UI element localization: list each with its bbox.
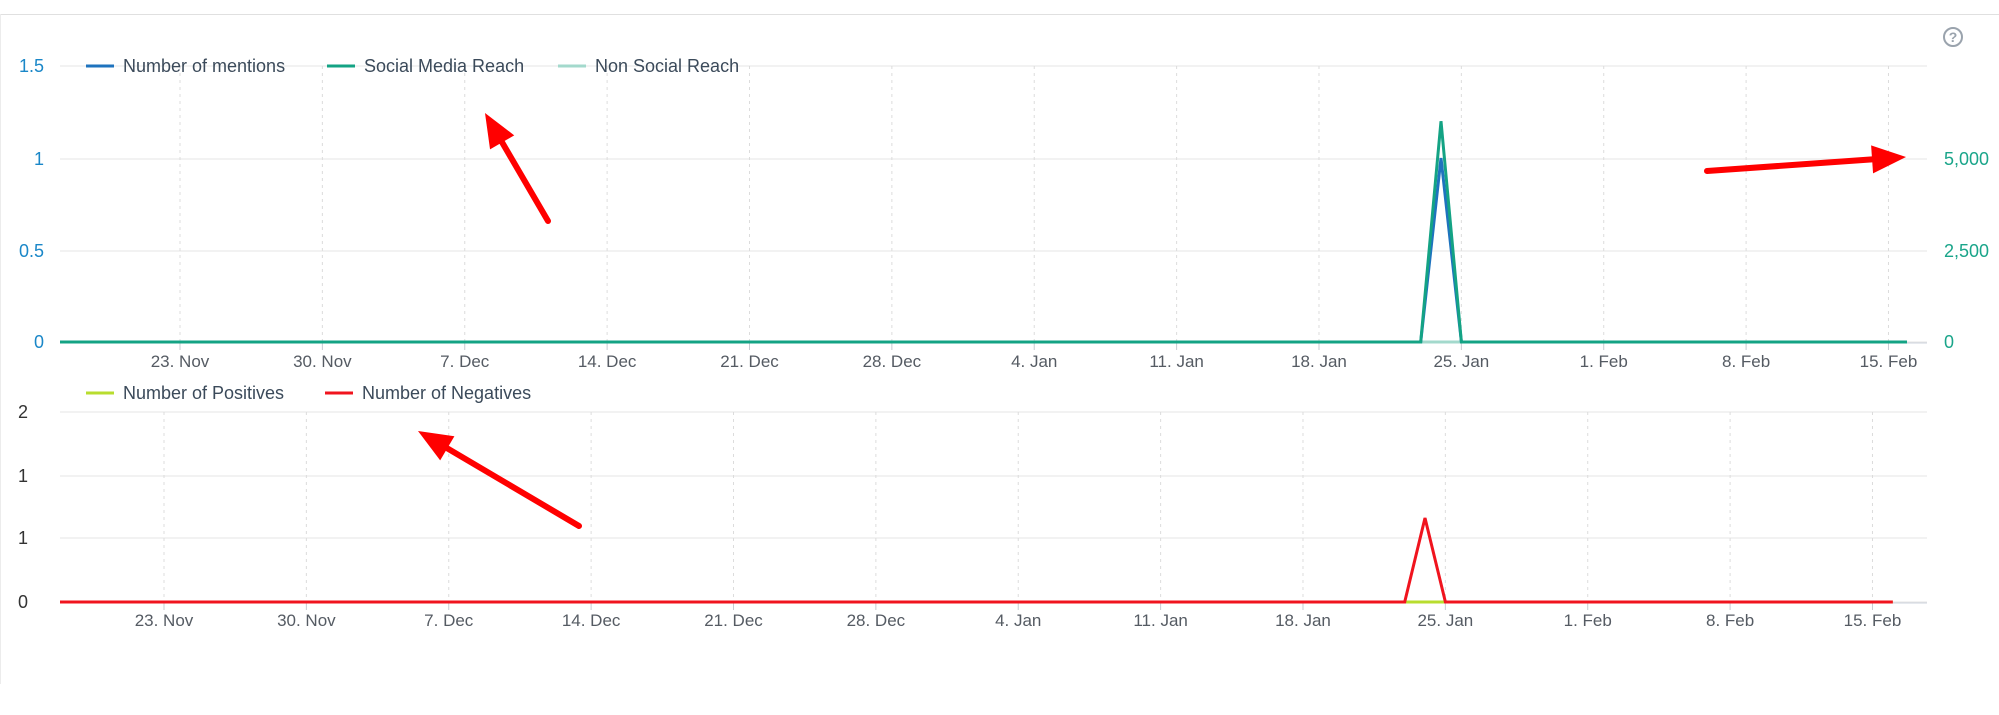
x-axis-tick-label: 25. Jan bbox=[1433, 352, 1489, 371]
x-axis-tick-label: 14. Dec bbox=[562, 611, 621, 630]
y-axis-right-tick-label: 2,500 bbox=[1944, 241, 1989, 261]
x-axis-tick-label: 21. Dec bbox=[704, 611, 763, 630]
legend-item[interactable]: Social Media Reach bbox=[327, 56, 524, 76]
x-axis-tick-label: 11. Jan bbox=[1133, 611, 1188, 630]
x-axis-tick-label: 15. Feb bbox=[1844, 611, 1902, 630]
series-line-social-media-reach[interactable] bbox=[60, 121, 1907, 344]
legend-label: Non Social Reach bbox=[595, 56, 739, 76]
help-icon[interactable]: ? bbox=[1943, 27, 1963, 47]
legend-item[interactable]: Number of mentions bbox=[86, 56, 285, 76]
x-axis-tick-label: 7. Dec bbox=[440, 352, 490, 371]
x-axis-tick-label: 1. Feb bbox=[1564, 611, 1612, 630]
y-axis-tick-label: 1.5 bbox=[19, 56, 44, 76]
top-divider bbox=[0, 14, 1999, 15]
x-axis-tick-label: 18. Jan bbox=[1291, 352, 1347, 371]
legend-label: Number of Positives bbox=[123, 383, 284, 403]
x-axis-tick-label: 18. Jan bbox=[1275, 611, 1331, 630]
x-axis-tick-label: 8. Feb bbox=[1722, 352, 1770, 371]
y-axis-right-tick-label: 5,000 bbox=[1944, 149, 1989, 169]
y-axis-tick-label: 0 bbox=[18, 592, 28, 612]
x-axis-tick-label: 11. Jan bbox=[1149, 352, 1204, 371]
legend-label: Social Media Reach bbox=[364, 56, 524, 76]
x-axis-tick-label: 21. Dec bbox=[720, 352, 779, 371]
y-axis-tick-label: 1 bbox=[18, 466, 28, 486]
x-axis-tick-label: 15. Feb bbox=[1860, 352, 1918, 371]
legend-item[interactable]: Non Social Reach bbox=[558, 56, 739, 76]
red-arrow bbox=[485, 113, 551, 224]
legend-item[interactable]: Number of Positives bbox=[86, 383, 284, 403]
red-arrow bbox=[1704, 145, 1906, 174]
x-axis-tick-label: 7. Dec bbox=[424, 611, 474, 630]
y-axis-tick-label: 1 bbox=[34, 149, 44, 169]
y-axis-tick-label: 1 bbox=[18, 528, 28, 548]
mentions-reach-legend: Number of mentions Social Media Reach Non … bbox=[86, 56, 739, 76]
series-line-number-of-mentions[interactable] bbox=[60, 157, 1907, 344]
sentiment-legend: Number of Positives Number of Negatives bbox=[86, 383, 531, 403]
x-axis-tick-label: 1. Feb bbox=[1580, 352, 1628, 371]
x-axis-tick-label: 25. Jan bbox=[1417, 611, 1473, 630]
y-axis-tick-label: 0.5 bbox=[19, 241, 44, 261]
sentiment-chart: 0 1 1 2 23. Nov 30. Nov 7. Dec 14. Dec 21. Dec 2… bbox=[18, 383, 1927, 630]
x-axis-tick-label: 30. Nov bbox=[293, 352, 352, 371]
legend-item[interactable]: Number of Negatives bbox=[325, 383, 531, 403]
annotation-arrows bbox=[418, 113, 1906, 529]
legend-label: Number of mentions bbox=[123, 56, 285, 76]
red-arrow bbox=[418, 431, 582, 529]
y-axis-tick-label: 0 bbox=[34, 332, 44, 352]
legend-label: Number of Negatives bbox=[362, 383, 531, 403]
mentions-reach-chart: 0 0.5 1 1.5 0 2,500 5,000 23. Nov 30. Nov 7. De… bbox=[19, 56, 1989, 371]
x-axis-tick-label: 14. Dec bbox=[578, 352, 637, 371]
x-axis-tick-label: 28. Dec bbox=[863, 352, 922, 371]
x-axis-tick-label: 23. Nov bbox=[135, 611, 194, 630]
left-divider bbox=[0, 14, 1, 684]
x-axis-tick-label: 28. Dec bbox=[847, 611, 906, 630]
x-axis-tick-label: 4. Jan bbox=[1011, 352, 1057, 371]
x-axis-tick-label: 8. Feb bbox=[1706, 611, 1754, 630]
x-axis-tick-label: 4. Jan bbox=[995, 611, 1041, 630]
series-line-number-of-negatives[interactable] bbox=[60, 517, 1893, 604]
y-axis-tick-label: 2 bbox=[18, 402, 28, 422]
y-axis-right-tick-label: 0 bbox=[1944, 332, 1954, 352]
x-axis-tick-label: 23. Nov bbox=[151, 352, 210, 371]
x-axis-tick-label: 30. Nov bbox=[277, 611, 336, 630]
